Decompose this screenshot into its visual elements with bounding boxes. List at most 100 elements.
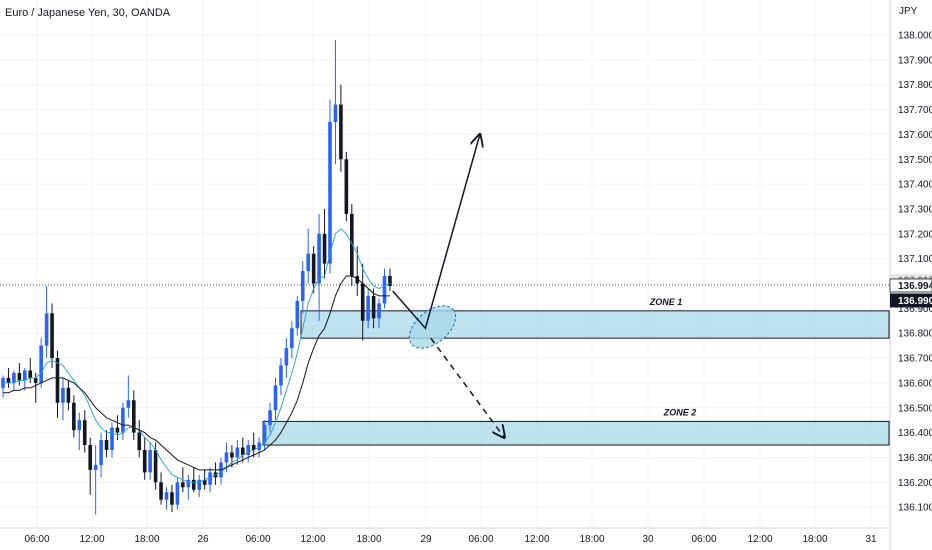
time-tick-label: 06:00 bbox=[691, 534, 716, 545]
candle bbox=[290, 320, 294, 359]
candle-body bbox=[6, 377, 11, 383]
candle-body bbox=[273, 385, 278, 411]
candle-body bbox=[137, 432, 142, 450]
candle-body bbox=[202, 479, 207, 485]
time-tick-label: 30 bbox=[642, 534, 654, 545]
candle-body bbox=[115, 427, 120, 433]
candle-body bbox=[300, 271, 305, 301]
candle bbox=[186, 474, 191, 500]
candle-body bbox=[366, 295, 370, 321]
candle bbox=[132, 390, 136, 441]
candle-body bbox=[181, 482, 185, 488]
time-tick-label: 12:00 bbox=[747, 534, 772, 545]
candle-body bbox=[306, 253, 310, 272]
price-axis: JPY 138.000 137.900 137.800 137.700 137.600 13… bbox=[898, 6, 932, 514]
candle bbox=[121, 402, 125, 441]
candle-body bbox=[355, 276, 360, 284]
time-tick-label: 06:00 bbox=[468, 534, 493, 545]
zone-1-rect bbox=[300, 310, 890, 339]
candle bbox=[306, 228, 310, 284]
price-tick-label: 136.100 bbox=[898, 503, 932, 514]
candle bbox=[366, 288, 370, 329]
candle-body bbox=[82, 420, 87, 446]
price-tick-label: 136.800 bbox=[898, 329, 932, 340]
candle-body bbox=[93, 464, 98, 470]
candle-body bbox=[66, 387, 71, 403]
candle bbox=[93, 445, 98, 515]
candle bbox=[295, 295, 300, 336]
zone-1-label: ZONE 1 bbox=[649, 297, 683, 307]
projected-path-down-arrow bbox=[430, 337, 505, 437]
candle-body bbox=[339, 104, 343, 160]
candle-body bbox=[28, 370, 33, 378]
candle-body bbox=[333, 104, 338, 122]
price-badge-current-bg bbox=[889, 278, 932, 293]
zone-2-rect bbox=[262, 420, 890, 446]
price-tick-label: 137.500 bbox=[898, 155, 932, 166]
price-tick-label: 137.300 bbox=[898, 204, 932, 215]
candle-body bbox=[39, 345, 43, 383]
price-tick-label: 136.400 bbox=[898, 428, 932, 439]
candle-body bbox=[284, 348, 289, 366]
candle bbox=[333, 39, 338, 165]
candle bbox=[175, 477, 180, 510]
price-tick-label: 136.700 bbox=[898, 354, 932, 365]
candle-body bbox=[55, 358, 60, 403]
candle bbox=[126, 375, 131, 418]
candle bbox=[39, 338, 43, 388]
candle bbox=[300, 261, 305, 314]
price-tick-label: 136.900 bbox=[898, 304, 932, 315]
candle-body bbox=[159, 482, 163, 500]
candle-body bbox=[262, 425, 267, 443]
candles bbox=[1, 39, 392, 515]
candle bbox=[371, 288, 376, 329]
candle bbox=[328, 99, 332, 274]
candle-body bbox=[17, 372, 22, 381]
gridlines bbox=[0, 0, 890, 528]
candle-body bbox=[208, 472, 212, 485]
candle bbox=[12, 370, 16, 391]
candle bbox=[17, 363, 22, 386]
candle bbox=[241, 437, 245, 463]
time-tick-label: 06:00 bbox=[24, 534, 49, 545]
candle-body bbox=[328, 121, 332, 264]
candle-body bbox=[279, 365, 283, 386]
candle-body bbox=[224, 452, 229, 463]
candle-body bbox=[104, 440, 109, 450]
zones: ZONE 1 ZONE 2 bbox=[262, 297, 890, 446]
price-badge-last-bg bbox=[890, 293, 932, 308]
time-tick-label: 29 bbox=[420, 534, 432, 545]
candle bbox=[344, 151, 349, 222]
price-tick-label: 137.900 bbox=[898, 55, 932, 66]
time-tick-label: 26 bbox=[197, 534, 209, 545]
price-tick-label: 137.100 bbox=[898, 254, 932, 265]
candle-body bbox=[290, 328, 294, 349]
candle bbox=[322, 208, 327, 279]
candle-body bbox=[235, 447, 240, 458]
candle bbox=[191, 467, 196, 493]
candle bbox=[148, 442, 152, 480]
time-tick-label: 06:00 bbox=[245, 534, 270, 545]
price-axis-unit: JPY bbox=[899, 6, 918, 17]
candle-body bbox=[142, 449, 147, 473]
time-axis: 06:00 12:00 18:00 26 06:00 12:00 18:00 29 06:00 1… bbox=[24, 534, 877, 545]
candle-body bbox=[191, 479, 196, 490]
time-tick-label: 18:00 bbox=[579, 534, 604, 545]
candle bbox=[273, 377, 278, 421]
candle bbox=[110, 422, 114, 458]
price-tick-label: 137.200 bbox=[898, 229, 932, 240]
time-tick-label: 18:00 bbox=[134, 534, 159, 545]
price-tick-label: 137.400 bbox=[898, 180, 932, 191]
price-tick-label: 136.600 bbox=[898, 378, 932, 389]
price-tick-label: 138.000 bbox=[898, 31, 932, 42]
candle-body bbox=[377, 303, 381, 319]
candle bbox=[213, 462, 218, 485]
candle bbox=[23, 367, 27, 391]
candle-body bbox=[148, 449, 152, 473]
price-tick-label: 137.800 bbox=[898, 80, 932, 91]
candle-body bbox=[344, 159, 349, 214]
candle-body bbox=[164, 492, 169, 500]
